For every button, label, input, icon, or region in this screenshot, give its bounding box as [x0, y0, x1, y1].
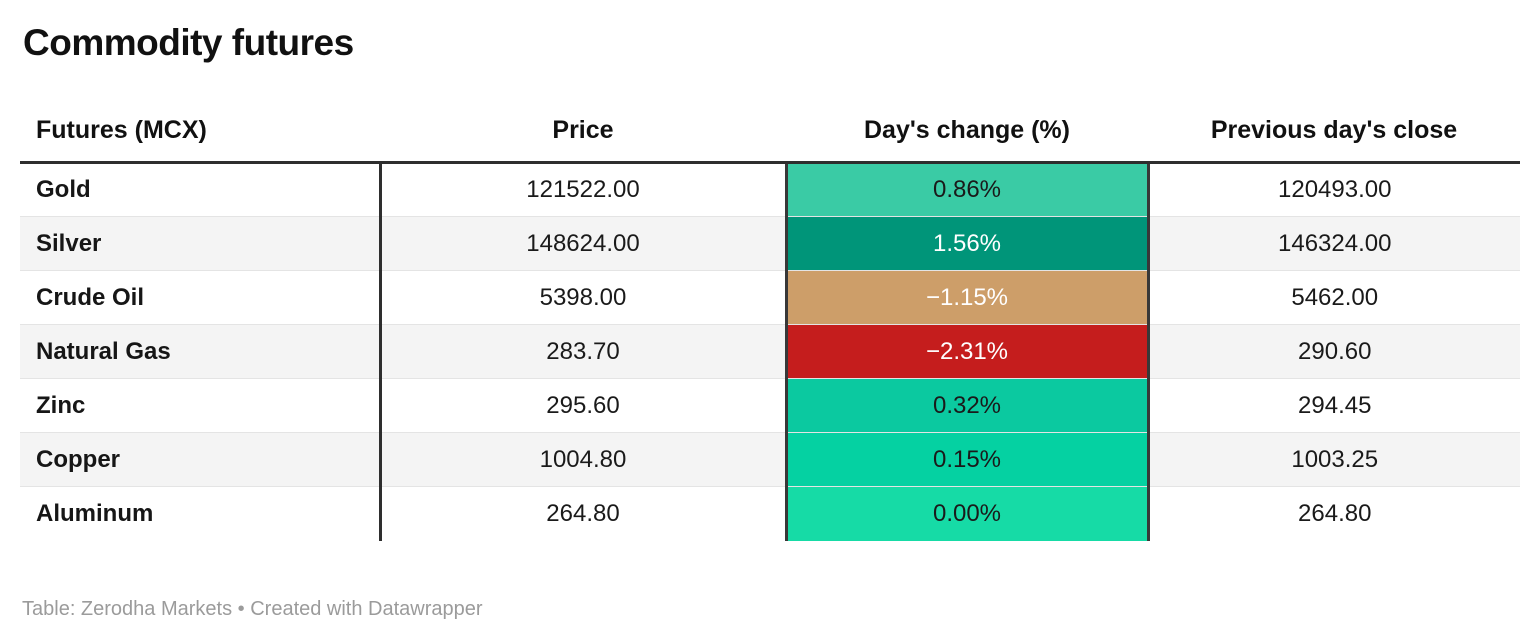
price-cell: 295.60 — [378, 378, 786, 433]
previous-close-cell: 294.45 — [1148, 378, 1520, 433]
table-row: Zinc 295.60 0.32% 294.45 — [20, 378, 1520, 433]
futures-name-cell: Aluminum — [20, 486, 380, 541]
table-row: Copper 1004.80 0.15% 1003.25 — [20, 432, 1520, 487]
table-body: Gold 121522.00 0.86% 120493.00 Silver 14… — [20, 162, 1520, 541]
futures-name-cell: Gold — [36, 176, 91, 203]
table-row: Natural Gas 283.70 −2.31% 290.60 — [20, 324, 1520, 379]
column-header-days-change: Day's change (%) — [786, 116, 1148, 164]
previous-close-cell: 5462.00 — [1148, 270, 1520, 325]
attribution-footer: Table: Zerodha Markets • Created with Da… — [22, 598, 483, 620]
previous-close-cell: 290.60 — [1148, 324, 1520, 379]
commodity-futures-table: Futures (MCX) Price Day's change (%) Pre… — [20, 116, 1520, 541]
price-cell: 5398.00 — [378, 270, 786, 325]
column-header-previous-close: Previous day's close — [1148, 116, 1520, 164]
price-cell: 148624.00 — [378, 216, 786, 271]
price-cell: 264.80 — [378, 486, 786, 541]
table-row: Gold 121522.00 0.86% 120493.00 — [20, 162, 1520, 217]
days-change-cell: 0.86% — [784, 162, 1150, 217]
days-change-cell: 0.00% — [784, 486, 1150, 541]
days-change-cell: 1.56% — [784, 216, 1150, 271]
table-row: Silver 148624.00 1.56% 146324.00 — [20, 216, 1520, 271]
futures-name-cell: Natural Gas — [20, 324, 380, 379]
previous-close-cell: 264.80 — [1148, 486, 1520, 541]
table-row: Crude Oil 5398.00 −1.15% 5462.00 — [20, 270, 1520, 325]
page-title: Commodity futures — [23, 22, 354, 63]
column-header-futures: Futures (MCX) — [20, 116, 380, 164]
table-row: Aluminum 264.80 0.00% 264.80 — [20, 486, 1520, 541]
futures-name-cell: Zinc — [20, 378, 380, 433]
days-change-cell: 0.32% — [784, 378, 1150, 433]
previous-close-cell: 146324.00 — [1148, 216, 1520, 271]
price-cell: 121522.00 — [378, 162, 786, 217]
table-header: Futures (MCX) Price Day's change (%) Pre… — [20, 116, 1520, 164]
futures-name-cell: Crude Oil — [20, 270, 380, 325]
column-header-price: Price — [380, 116, 786, 164]
days-change-cell: 0.15% — [784, 432, 1150, 487]
price-cell: 283.70 — [378, 324, 786, 379]
price-cell: 1004.80 — [378, 432, 786, 487]
days-change-cell: −2.31% — [784, 324, 1150, 379]
futures-name-cell: Silver — [20, 216, 380, 271]
futures-name-cell: Copper — [20, 432, 380, 487]
days-change-cell: −1.15% — [784, 270, 1150, 325]
previous-close-cell: 120493.00 — [1278, 176, 1392, 203]
previous-close-cell: 1003.25 — [1148, 432, 1520, 487]
